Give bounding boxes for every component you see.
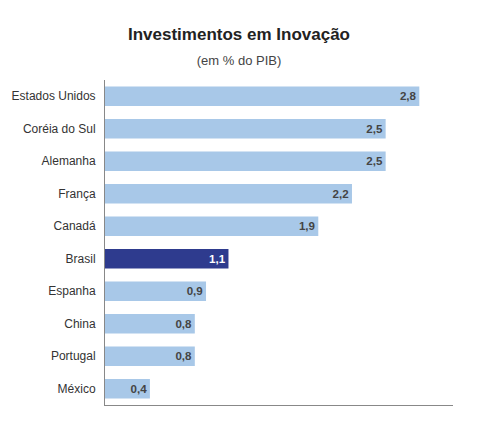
svg-text:2,5: 2,5 (366, 123, 383, 135)
svg-text:França: França (58, 187, 96, 201)
svg-text:(em % do PIB): (em % do PIB) (197, 53, 282, 68)
svg-text:Coréia do Sul: Coréia do Sul (23, 122, 96, 136)
svg-text:Canadá: Canadá (54, 219, 96, 233)
svg-text:1,1: 1,1 (209, 253, 226, 265)
svg-text:0,4: 0,4 (131, 383, 148, 395)
svg-text:Investimentos em Inovação: Investimentos em Inovação (128, 25, 350, 44)
svg-text:2,8: 2,8 (400, 90, 417, 102)
svg-text:0,8: 0,8 (175, 350, 192, 362)
svg-text:1,9: 1,9 (299, 220, 315, 232)
svg-text:Alemanha: Alemanha (42, 154, 96, 168)
svg-text:México: México (58, 382, 96, 396)
svg-text:2,5: 2,5 (366, 155, 383, 167)
svg-text:0,9: 0,9 (187, 285, 203, 297)
svg-text:Brasil: Brasil (66, 252, 96, 266)
svg-text:0,8: 0,8 (175, 318, 192, 330)
svg-text:2,2: 2,2 (333, 188, 349, 200)
svg-text:Portugal: Portugal (51, 349, 96, 363)
svg-text:China: China (64, 317, 96, 331)
svg-text:Espanha: Espanha (48, 284, 96, 298)
svg-text:Estados Unidos: Estados Unidos (12, 89, 96, 103)
